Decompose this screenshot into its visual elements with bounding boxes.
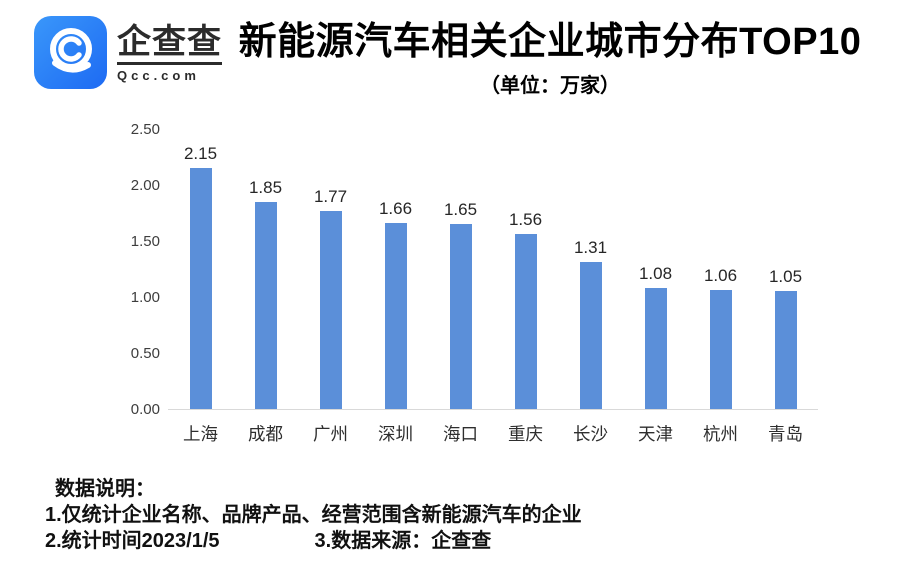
x-axis-label: 海口 xyxy=(443,424,478,444)
x-axis-label: 重庆 xyxy=(508,424,543,444)
x-axis-label: 广州 xyxy=(313,424,348,444)
bar-column: 1.77 xyxy=(298,130,363,409)
bar xyxy=(774,291,797,409)
y-axis-tick-label: 0.50 xyxy=(130,345,160,362)
bar xyxy=(709,290,732,409)
x-axis-label: 天津 xyxy=(638,424,673,444)
bar xyxy=(644,288,667,409)
bar xyxy=(514,234,537,409)
x-axis-label: 上海 xyxy=(183,424,218,444)
chart-title: 新能源汽车相关企业城市分布TOP10 xyxy=(238,21,862,63)
note-statistics-date: 2.统计时间2023/1/5 xyxy=(45,530,220,552)
x-axis-label: 杭州 xyxy=(703,424,738,444)
bar-value-label: 1.66 xyxy=(378,199,413,219)
chart-unit-label: （单位：万家） xyxy=(480,74,620,97)
bar-value-label: 1.06 xyxy=(703,266,738,286)
bar-value-label: 1.31 xyxy=(573,238,608,258)
qcc-wordmark: 企查查 Qcc.com xyxy=(117,25,222,83)
qcc-logo: 企查查 Qcc.com xyxy=(34,16,222,89)
qcc-brand-name: 企查查 xyxy=(117,25,222,65)
note-statistics-scope: 1.仅统计企业名称、品牌产品、经营范围含新能源汽车的企业 xyxy=(45,504,582,526)
y-axis-tick-label: 2.50 xyxy=(130,121,160,138)
y-axis-tick-label: 2.00 xyxy=(130,177,160,194)
data-notes: 数据说明： 1.仅统计企业名称、品牌产品、经营范围含新能源汽车的企业 2.统计时… xyxy=(45,476,885,554)
x-axis-label: 深圳 xyxy=(378,424,413,444)
qcc-magnifier-icon xyxy=(34,16,107,89)
y-axis-tick-label: 1.00 xyxy=(130,289,160,306)
bar-column: 1.56 xyxy=(493,130,558,409)
bar xyxy=(449,224,472,409)
x-axis-label: 成都 xyxy=(248,424,283,444)
y-axis-tick-label: 0.00 xyxy=(130,401,160,418)
bar-value-label: 1.77 xyxy=(313,186,348,206)
bar-value-label: 1.05 xyxy=(768,267,803,287)
bar-column: 1.85 xyxy=(233,130,298,409)
bar-column: 1.08 xyxy=(623,130,688,409)
x-axis-label: 青岛 xyxy=(768,424,803,444)
title-block: 新能源汽车相关企业城市分布TOP10 （单位：万家） xyxy=(215,21,885,98)
note-data-source: 3.数据来源：企查查 xyxy=(314,530,492,552)
notes-heading: 数据说明： xyxy=(55,478,155,500)
y-axis-tick-label: 1.50 xyxy=(130,233,160,250)
bar-column: 1.31 xyxy=(558,130,623,409)
bar xyxy=(254,201,277,409)
header: 企查查 Qcc.com 新能源汽车相关企业城市分布TOP10 （单位：万家） xyxy=(0,0,920,112)
notes-line2: 2.统计时间2023/1/5 3.数据来源：企查查 xyxy=(45,528,885,554)
bar-value-label: 2.15 xyxy=(183,144,218,164)
bar-value-label: 1.65 xyxy=(443,200,478,220)
plot-area: 2.15 1.85 1.77 1.66 1.65 1.56 1.31 1.08 1.06 1.05 xyxy=(168,130,818,410)
bar xyxy=(319,210,342,409)
bar-column: 1.06 xyxy=(688,130,753,409)
bar xyxy=(384,223,407,409)
bar-column: 2.15 xyxy=(168,130,233,409)
bar-chart: 2.50 2.00 1.50 1.00 0.50 0.00 2.15 1.85 1.77 1.6… xyxy=(130,121,818,446)
bar-column: 1.65 xyxy=(428,130,493,409)
bar-value-label: 1.85 xyxy=(248,177,283,197)
bar xyxy=(579,262,602,409)
bar-value-label: 1.08 xyxy=(638,264,673,284)
bar-column: 1.66 xyxy=(363,130,428,409)
x-axis: 上海 成都 广州 深圳 海口 重庆 长沙 天津 杭州 青岛 xyxy=(168,421,818,446)
bar-column: 1.05 xyxy=(753,130,818,409)
x-axis-label: 长沙 xyxy=(573,424,608,444)
bar-value-label: 1.56 xyxy=(508,210,543,230)
qcc-domain: Qcc.com xyxy=(117,68,200,83)
bar xyxy=(189,168,212,409)
